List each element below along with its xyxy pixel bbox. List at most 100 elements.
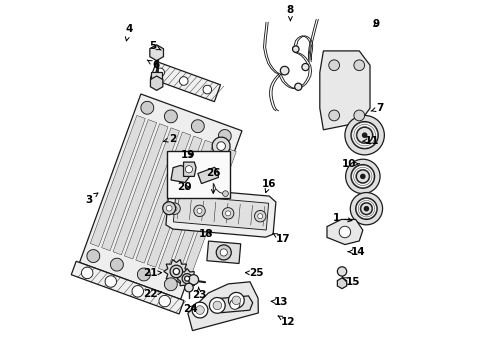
Polygon shape — [90, 116, 145, 247]
Circle shape — [188, 275, 198, 285]
Circle shape — [220, 249, 227, 256]
Circle shape — [360, 203, 371, 215]
Polygon shape — [181, 149, 236, 280]
Polygon shape — [187, 282, 258, 330]
Polygon shape — [165, 188, 275, 237]
Polygon shape — [80, 94, 242, 299]
Circle shape — [353, 60, 364, 71]
Circle shape — [168, 203, 180, 215]
Circle shape — [301, 63, 308, 71]
Circle shape — [159, 295, 170, 307]
Polygon shape — [206, 241, 240, 264]
Circle shape — [294, 83, 301, 90]
Circle shape — [184, 283, 193, 292]
Circle shape — [182, 274, 192, 284]
Text: 19: 19 — [180, 150, 195, 160]
Circle shape — [216, 142, 225, 150]
Circle shape — [164, 110, 177, 123]
Circle shape — [192, 302, 207, 318]
Text: 7: 7 — [370, 103, 383, 113]
Circle shape — [195, 306, 204, 314]
Text: 13: 13 — [270, 297, 288, 307]
Circle shape — [228, 292, 244, 308]
Text: 15: 15 — [342, 277, 359, 287]
Text: 24: 24 — [183, 304, 197, 314]
Text: 9: 9 — [372, 19, 379, 29]
Polygon shape — [150, 62, 220, 102]
Circle shape — [337, 267, 346, 276]
Circle shape — [225, 211, 230, 216]
Circle shape — [355, 198, 376, 220]
FancyBboxPatch shape — [167, 151, 230, 198]
Circle shape — [212, 137, 230, 155]
Text: 10: 10 — [341, 159, 359, 169]
Polygon shape — [124, 128, 179, 259]
Circle shape — [87, 249, 100, 262]
Text: 14: 14 — [347, 247, 365, 257]
Circle shape — [349, 193, 382, 225]
Circle shape — [345, 159, 379, 194]
Polygon shape — [197, 167, 218, 184]
Circle shape — [156, 68, 164, 77]
Circle shape — [360, 174, 364, 179]
Circle shape — [137, 268, 150, 281]
Circle shape — [353, 110, 364, 121]
Circle shape — [222, 191, 228, 197]
Polygon shape — [337, 278, 346, 289]
Circle shape — [292, 46, 298, 52]
Circle shape — [229, 299, 240, 309]
Polygon shape — [220, 296, 252, 313]
Circle shape — [141, 101, 153, 114]
Circle shape — [213, 301, 221, 310]
Circle shape — [257, 214, 262, 219]
Polygon shape — [163, 260, 188, 283]
Text: 17: 17 — [272, 233, 290, 244]
Polygon shape — [158, 140, 213, 271]
Text: 20: 20 — [177, 182, 191, 192]
Circle shape — [105, 276, 116, 287]
Polygon shape — [136, 132, 190, 263]
Circle shape — [216, 245, 231, 260]
Circle shape — [344, 116, 384, 155]
Polygon shape — [149, 45, 163, 60]
Text: 8: 8 — [286, 5, 293, 21]
Circle shape — [209, 297, 225, 313]
Polygon shape — [151, 72, 162, 81]
Text: 23: 23 — [191, 287, 206, 300]
Circle shape — [173, 268, 179, 275]
Text: 2: 2 — [163, 134, 176, 144]
Text: 11: 11 — [362, 136, 379, 145]
Text: 18: 18 — [198, 229, 213, 239]
Circle shape — [280, 66, 288, 75]
Circle shape — [203, 85, 211, 94]
Polygon shape — [173, 195, 268, 230]
Circle shape — [254, 211, 265, 222]
Circle shape — [356, 127, 372, 143]
Circle shape — [179, 77, 188, 85]
Polygon shape — [326, 220, 362, 244]
Circle shape — [166, 205, 172, 211]
Polygon shape — [102, 120, 156, 251]
Circle shape — [110, 258, 123, 271]
Text: 5: 5 — [148, 41, 161, 50]
Circle shape — [362, 133, 366, 137]
Text: 25: 25 — [245, 268, 263, 278]
Circle shape — [350, 122, 378, 149]
Circle shape — [81, 267, 93, 279]
Circle shape — [339, 226, 350, 238]
Circle shape — [356, 170, 368, 183]
Text: 4: 4 — [125, 24, 132, 41]
Polygon shape — [319, 51, 369, 130]
Text: 26: 26 — [205, 168, 220, 193]
Circle shape — [170, 265, 182, 278]
Circle shape — [164, 278, 177, 291]
Polygon shape — [183, 162, 196, 176]
Circle shape — [364, 207, 368, 211]
Polygon shape — [147, 136, 202, 267]
Text: 12: 12 — [278, 316, 295, 327]
Circle shape — [185, 166, 192, 173]
Circle shape — [132, 285, 143, 297]
Circle shape — [218, 130, 231, 143]
Text: 22: 22 — [143, 289, 162, 299]
Polygon shape — [113, 124, 168, 255]
